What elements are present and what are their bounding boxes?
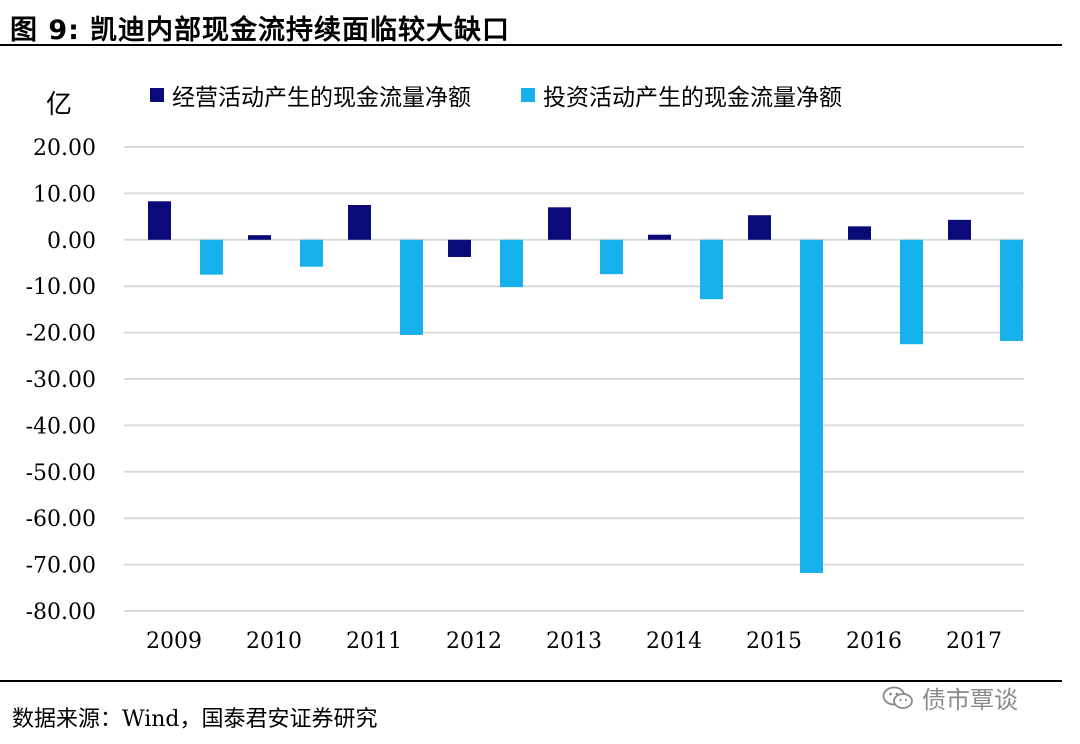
x-tick-label: 2017	[946, 629, 1002, 654]
operating-cash-flow-bar	[348, 205, 371, 240]
legend-item-investing: 投资活动产生的现金流量净额	[521, 78, 842, 112]
y-tick-label: -50.00	[26, 461, 96, 486]
y-tick-label: -40.00	[26, 414, 96, 439]
watermark-text: 债市覃谈	[922, 686, 1018, 714]
top-rule	[0, 44, 1062, 46]
operating-cash-flow-bar	[448, 239, 471, 257]
watermark: 债市覃谈	[882, 680, 1018, 715]
legend-label-investing: 投资活动产生的现金流量净额	[543, 85, 842, 111]
operating-cash-flow-bar	[848, 226, 871, 240]
y-tick-label: 10.00	[33, 182, 96, 207]
investing-cash-flow-bar	[900, 239, 923, 345]
y-tick-label: -80.00	[26, 600, 96, 625]
investing-cash-flow-bar	[300, 239, 323, 267]
bar-chart: 20.00 10.00 0.00 -10.00 -20.00 -30.00 -40.00 -5…	[26, 136, 1024, 654]
legend-label-operating: 经营活动产生的现金流量净额	[172, 85, 471, 111]
x-tick-label: 2012	[446, 629, 502, 654]
y-axis-unit: 亿	[46, 90, 73, 120]
operating-cash-flow-bar	[948, 219, 971, 240]
legend-swatch-operating	[150, 88, 164, 102]
figure-number: 图 9:	[10, 15, 80, 46]
operating-cash-flow-bar	[148, 201, 171, 240]
x-tick-label: 2014	[646, 629, 702, 654]
x-tick-label: 2013	[546, 629, 602, 654]
chart-legend: 经营活动产生的现金流量净额 投资活动产生的现金流量净额	[150, 78, 842, 112]
legend-swatch-investing	[521, 88, 535, 102]
legend-item-operating: 经营活动产生的现金流量净额	[150, 78, 471, 112]
y-tick-label: 0.00	[47, 229, 96, 254]
investing-cash-flow-bar	[500, 239, 523, 288]
y-tick-label: -70.00	[26, 554, 96, 579]
bottom-rule	[0, 680, 1062, 682]
y-tick-label: -10.00	[26, 275, 96, 300]
operating-cash-flow-bar	[548, 207, 571, 240]
operating-cash-flow-bar	[248, 235, 271, 240]
figure-title: 图 9: 凯迪内部现金流持续面临较大缺口	[10, 8, 510, 47]
investing-cash-flow-bar	[600, 239, 623, 275]
investing-cash-flow-bar	[1000, 239, 1023, 341]
y-tick-label: 20.00	[33, 136, 96, 161]
investing-cash-flow-bar	[200, 239, 223, 275]
y-tick-label: -20.00	[26, 322, 96, 347]
x-tick-label: 2010	[246, 629, 302, 654]
investing-cash-flow-bar	[400, 239, 423, 335]
y-tick-label: -60.00	[26, 507, 96, 532]
x-tick-label: 2015	[746, 629, 802, 654]
x-tick-label: 2009	[146, 629, 202, 654]
x-tick-label: 2016	[846, 629, 902, 654]
investing-cash-flow-bar	[700, 239, 723, 300]
wechat-icon	[882, 686, 913, 709]
y-tick-label: -30.00	[26, 368, 96, 393]
figure-title-text: 凯迪内部现金流持续面临较大缺口	[89, 15, 510, 46]
data-source: 数据来源：Wind，国泰君安证券研究	[12, 707, 378, 732]
investing-cash-flow-bar	[800, 239, 823, 573]
operating-cash-flow-bar	[648, 234, 671, 240]
operating-cash-flow-bar	[748, 215, 771, 240]
x-tick-label: 2011	[346, 629, 402, 654]
